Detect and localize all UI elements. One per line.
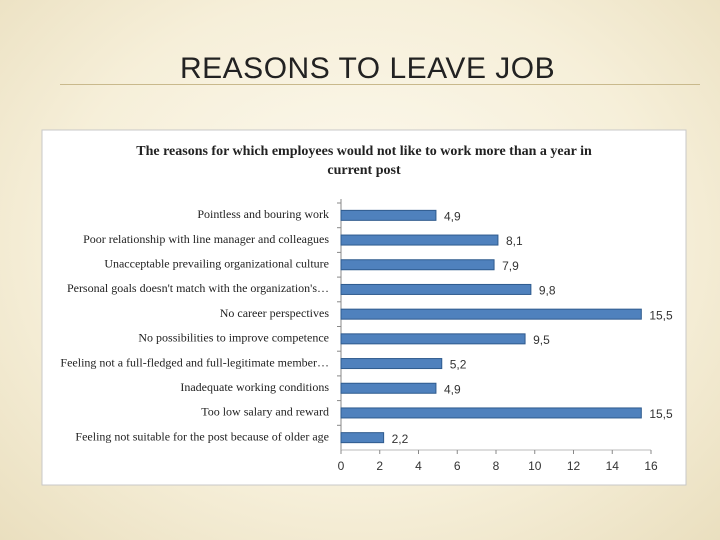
value-label: 4,9 — [444, 210, 461, 224]
x-tick-label: 14 — [606, 459, 620, 473]
x-tick-label: 12 — [567, 459, 581, 473]
chart-frame — [41, 129, 687, 486]
bar — [340, 259, 495, 271]
value-label: 9,5 — [533, 333, 550, 347]
value-label: 8,1 — [506, 234, 523, 248]
value-label: 15,5 — [649, 407, 673, 421]
bar — [340, 432, 385, 444]
bar — [340, 358, 443, 370]
x-tick-label: 16 — [644, 459, 658, 473]
x-tick-label: 2 — [376, 459, 383, 473]
chart-title: The reasons for which employees would no… — [136, 144, 592, 178]
y-tick-label: Unacceptable prevailing organizational c… — [104, 257, 329, 271]
x-tick-label: 6 — [454, 459, 461, 473]
value-label: 4,9 — [444, 382, 461, 396]
y-tick-label: No career perspectives — [220, 306, 330, 320]
y-tick-label: Feeling not suitable for the post becaus… — [75, 429, 329, 443]
bar — [340, 333, 526, 345]
y-tick-label: Feeling not a full-fledged and full-legi… — [60, 355, 329, 369]
bar — [340, 234, 499, 246]
bar — [340, 283, 532, 295]
y-tick-label: Pointless and bouring work — [197, 207, 329, 221]
bar — [340, 308, 642, 320]
y-tick-label: No possibilities to improve competence — [138, 331, 329, 345]
y-tick-label: Personal goals doesn't match with the or… — [67, 281, 329, 295]
value-label: 9,8 — [539, 284, 556, 298]
bar — [340, 407, 642, 419]
y-tick-label: Inadequate working conditions — [180, 380, 329, 394]
title-rule — [60, 84, 700, 85]
value-label: 2,2 — [392, 432, 409, 446]
y-tick-label: Too low salary and reward — [201, 405, 329, 419]
x-tick-label: 4 — [415, 459, 422, 473]
x-tick-label: 8 — [493, 459, 500, 473]
bar — [340, 382, 437, 394]
bar — [340, 209, 437, 221]
slide-title: REASONS TO LEAVE JOB — [180, 52, 556, 85]
value-label: 15,5 — [649, 308, 673, 322]
x-tick-label: 10 — [528, 459, 542, 473]
value-label: 7,9 — [502, 259, 519, 273]
y-tick-label: Poor relationship with line manager and … — [83, 232, 329, 246]
x-tick-label: 0 — [338, 459, 345, 473]
value-label: 5,2 — [450, 358, 467, 372]
